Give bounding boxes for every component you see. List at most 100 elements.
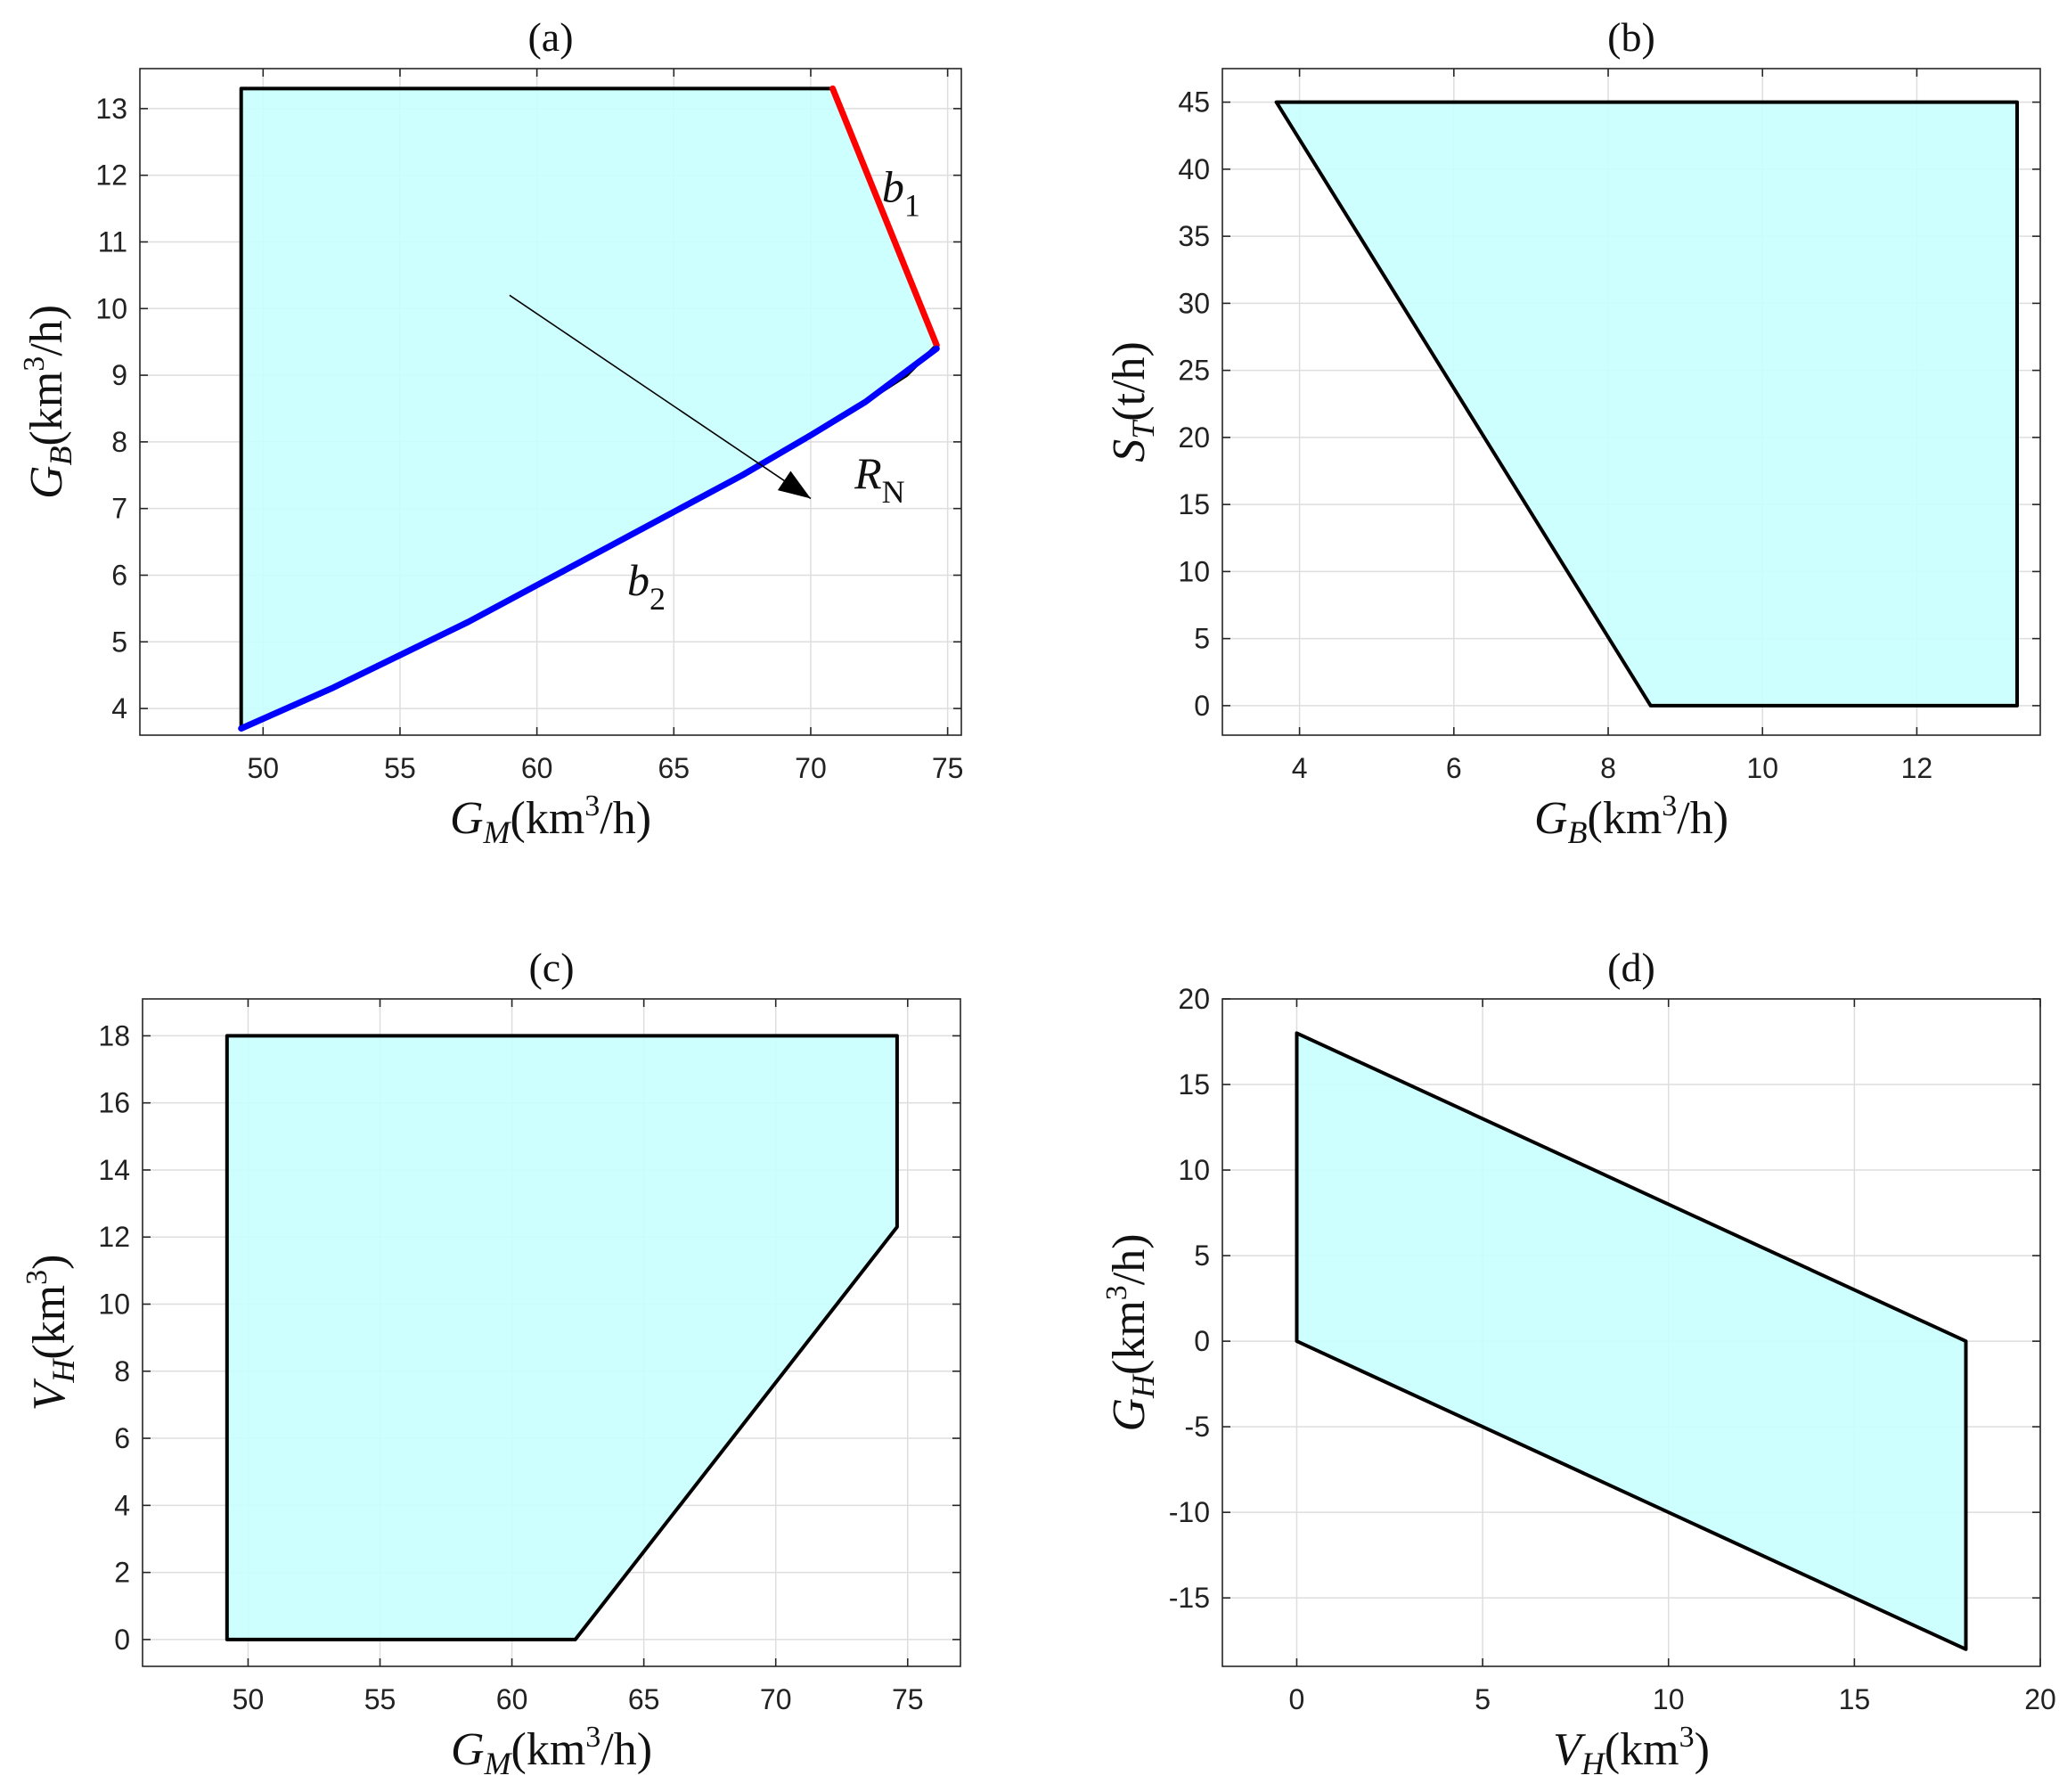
y-axis-label: GH(km3/h)	[1100, 1233, 1161, 1431]
axes-frame	[1221, 998, 2041, 1667]
x-tick-label: 55	[384, 752, 416, 784]
annotation-RN-text: R	[854, 448, 882, 498]
y-axis-label-unit-post: )	[24, 1255, 75, 1270]
x-axis-label-unit-pre: (km	[1588, 793, 1663, 844]
boundary-b2	[238, 345, 940, 732]
y-tick-label: 40	[1178, 153, 1210, 185]
y-tick-label: 15	[1178, 1068, 1210, 1101]
y-axis-label: GB(km3/h)	[18, 305, 78, 499]
x-tick-label: 8	[1600, 752, 1616, 784]
direction-arrow-head	[777, 471, 811, 499]
y-tick-label: 4	[111, 692, 127, 724]
y-tick-label: 6	[114, 1422, 130, 1454]
y-tick-label: 7	[111, 493, 127, 525]
y-axis-label-sub: H	[1125, 1373, 1161, 1399]
x-tick-label: 75	[932, 752, 964, 784]
x-axis-label-sub: M	[483, 814, 512, 850]
y-axis-label-unit-pre: (km	[1104, 1300, 1155, 1375]
y-axis-label-sup: 3	[20, 1270, 53, 1285]
x-axis-label-sup: 3	[585, 1721, 600, 1754]
x-tick-label: 70	[760, 1683, 792, 1715]
annotation-b2-sub: 2	[650, 581, 666, 617]
y-axis-label-var: G	[21, 465, 72, 499]
y-axis-label-unit-post: /h)	[21, 305, 72, 356]
y-tick-label: 45	[1178, 86, 1210, 119]
x-axis-label-sup: 3	[584, 790, 600, 822]
y-tick-label: 10	[1178, 555, 1210, 587]
x-axis-label-unit-pre: (km	[511, 793, 585, 844]
y-axis-label-var: S	[1104, 439, 1155, 462]
annotation-b1: b1	[882, 162, 920, 224]
y-axis-label-unit-pre: (km	[21, 372, 72, 446]
y-tick-label: 15	[1178, 488, 1210, 520]
x-tick-label: 20	[2024, 1683, 2056, 1715]
x-axis-label-sup: 3	[1662, 790, 1677, 822]
x-tick-label: 60	[496, 1683, 528, 1715]
y-axis-label: VH(km3)	[20, 1255, 81, 1412]
x-axis-label-var: V	[1553, 1724, 1586, 1775]
y-axis-label-unit-pre: (t/h)	[1104, 341, 1155, 421]
y-axis-label-unit-pre: (km	[24, 1285, 75, 1360]
x-axis-label-unit-pre: (km	[1605, 1724, 1679, 1775]
panel-title-a: (a)	[527, 14, 573, 60]
x-axis-label-unit-post: /h)	[1677, 793, 1728, 844]
x-tick-label: 12	[1901, 752, 1933, 784]
y-tick-label: 20	[1178, 983, 1210, 1015]
x-axis-label: GB(km3/h)	[1534, 790, 1728, 850]
x-tick-label: 70	[795, 752, 827, 784]
y-tick-label: 10	[98, 1289, 130, 1321]
y-tick-label: 5	[1194, 623, 1210, 655]
y-tick-label: 8	[111, 426, 127, 458]
y-tick-label: 13	[95, 93, 127, 125]
annotation-b1-text: b	[882, 162, 904, 212]
y-tick-label: 0	[1194, 1325, 1210, 1357]
y-tick-label: 5	[111, 626, 127, 658]
y-tick-label: 0	[1194, 690, 1210, 722]
y-axis-label-var: V	[24, 1378, 75, 1411]
y-tick-label: 12	[98, 1221, 130, 1253]
x-axis-label-unit-post: /h)	[600, 1724, 652, 1775]
y-tick-label: 12	[95, 160, 127, 192]
y-tick-label: -10	[1169, 1496, 1210, 1528]
y-axis-label-sub: T	[1125, 419, 1161, 439]
x-tick-label: 15	[1839, 1683, 1871, 1715]
y-axis-label: ST(t/h)	[1104, 341, 1161, 462]
y-tick-label: 8	[114, 1355, 130, 1387]
annotation-RN: RN	[854, 448, 905, 510]
x-tick-label: 65	[628, 1683, 660, 1715]
x-tick-label: 10	[1653, 1683, 1685, 1715]
y-axis-label-sub: H	[45, 1358, 81, 1384]
y-tick-label: 0	[114, 1624, 130, 1656]
x-axis-label-unit-post: /h)	[600, 793, 651, 844]
x-tick-label: 50	[233, 1683, 265, 1715]
x-tick-label: 0	[1289, 1683, 1305, 1715]
annotation-RN-sub: N	[882, 474, 905, 510]
y-tick-label: 14	[98, 1154, 130, 1186]
x-tick-label: 60	[521, 752, 553, 784]
x-tick-label: 5	[1475, 1683, 1491, 1715]
y-axis-label-unit-post: /h)	[1104, 1233, 1155, 1285]
x-tick-label: 65	[658, 752, 690, 784]
x-axis-label-var: G	[450, 793, 484, 844]
y-axis-label-var: G	[1104, 1398, 1155, 1432]
y-axis-label-sup: 3	[18, 356, 51, 372]
boundary-b1	[829, 85, 940, 348]
x-axis-label: VH(km3)	[1553, 1721, 1710, 1781]
x-tick-label: 75	[892, 1683, 924, 1715]
axes-frame	[142, 998, 961, 1667]
annotation-b2: b2	[627, 555, 666, 617]
x-axis-label-var: G	[451, 1724, 485, 1775]
panel-d: 0 5 10 15 20-15-10-505101520(d)VH(km3)GH(km3…	[1100, 945, 2056, 1781]
axes-frame	[1221, 68, 2041, 736]
direction-arrow	[509, 294, 812, 500]
region-d	[1295, 1031, 1968, 1651]
x-tick-label: 10	[1746, 752, 1778, 784]
x-tick-label: 50	[248, 752, 280, 784]
x-axis-label-sub: M	[484, 1746, 513, 1781]
panel-title-d: (d)	[1607, 945, 1655, 990]
y-tick-label: 20	[1178, 421, 1210, 454]
y-tick-label: 2	[114, 1557, 130, 1589]
panel-c: 50 55 60 65 70 75024681012141618(c)GM(km3/h)V…	[20, 945, 961, 1781]
